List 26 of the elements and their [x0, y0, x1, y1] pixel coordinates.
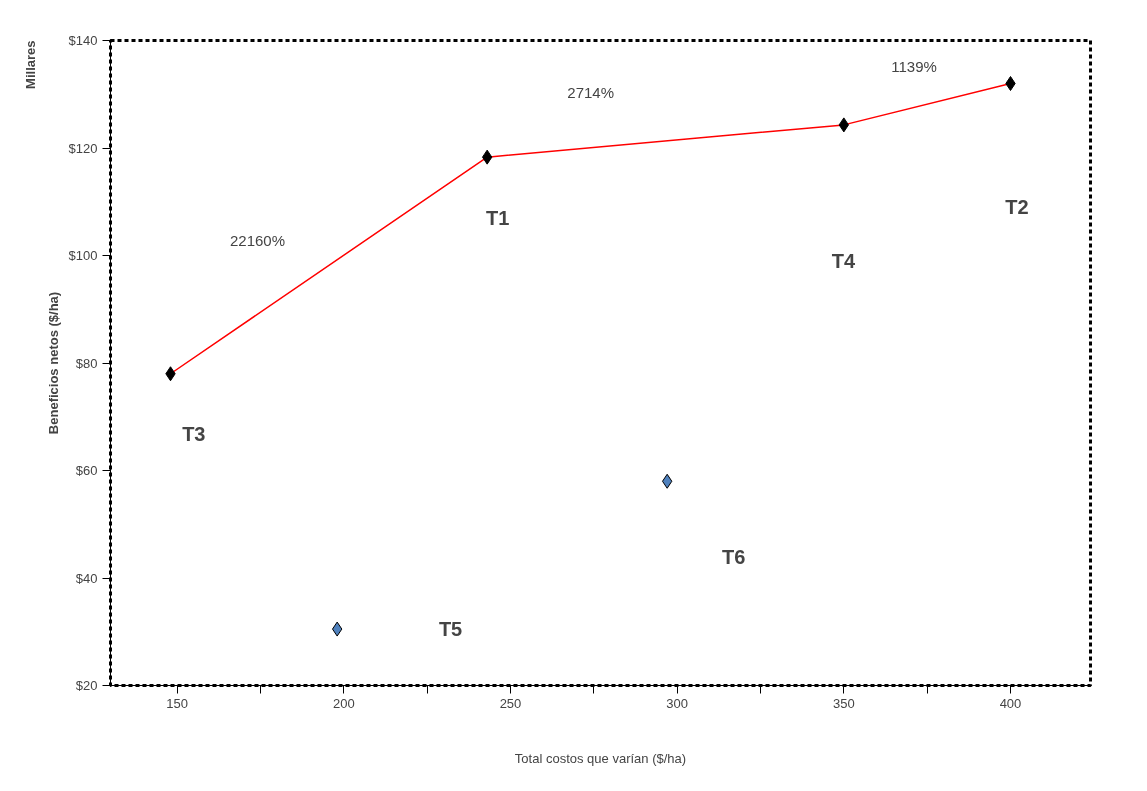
- y-tick-label: $40: [75, 570, 98, 586]
- annotation: T3: [182, 422, 206, 445]
- y-tick-label: $100: [68, 248, 98, 263]
- annotation: T2: [1005, 195, 1029, 218]
- y-tick-label: $120: [68, 140, 98, 156]
- x-axis-title: Total costos que varían ($/ha): [514, 750, 687, 766]
- x-tick-label: 200: [332, 695, 355, 711]
- x-tick-label: 300: [666, 695, 689, 711]
- annotation: T4: [831, 250, 857, 273]
- y-tick-label: $60: [75, 463, 98, 478]
- y-tick-label: $80: [75, 355, 98, 371]
- annotation: T1: [485, 206, 510, 229]
- x-tick-label: 400: [999, 695, 1022, 711]
- x-tick-label: 250: [499, 695, 522, 711]
- annotation: 2714%: [567, 83, 615, 101]
- annotation: T6: [722, 545, 746, 568]
- y-axis-title: Beneficios netos ($/ha): [45, 291, 61, 435]
- x-tick-label: 150: [166, 695, 189, 711]
- y-tick-label: $20: [75, 678, 98, 693]
- x-tick-label: 350: [832, 695, 855, 711]
- annotation: 22160%: [229, 231, 286, 249]
- text: Millares: [22, 40, 38, 89]
- annotation: T5: [438, 618, 463, 641]
- point: [1005, 76, 1016, 91]
- y-tick-label: $140: [68, 33, 98, 48]
- annotation: 1139%: [891, 57, 937, 75]
